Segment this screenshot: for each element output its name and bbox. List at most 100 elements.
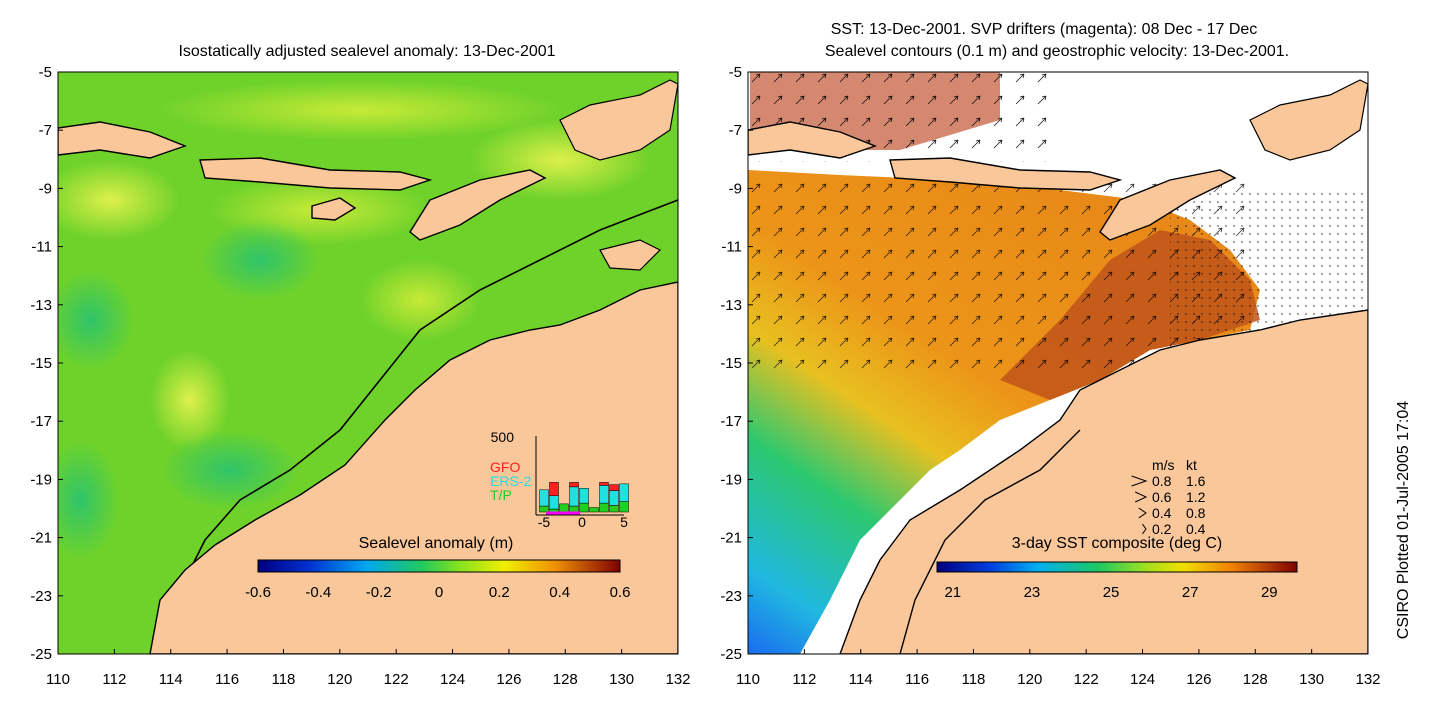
x-tick-label: 120 xyxy=(1017,671,1042,688)
colorbar-tick-label: -0.4 xyxy=(305,584,331,601)
inset-bar-gfo xyxy=(609,484,619,491)
inset-bar-tp xyxy=(599,502,609,513)
lesser-sunda-islands xyxy=(199,157,433,191)
y-tick-label: -17 xyxy=(720,413,742,430)
x-tick-label: 112 xyxy=(792,671,816,688)
colorbar-tick-label: 25 xyxy=(1103,584,1120,601)
inset-bar-tp xyxy=(539,505,549,513)
inset-bar-tp xyxy=(619,501,629,513)
key-ms-value: 0.4 xyxy=(1152,505,1172,521)
x-tick-label: 122 xyxy=(1074,671,1099,688)
inset-bar-gfo xyxy=(569,482,579,488)
inset-bars xyxy=(539,482,629,513)
colorbar-tick-label: 0.4 xyxy=(549,584,570,601)
x-tick-label: 114 xyxy=(849,671,873,688)
colorbar-tick-label: 0 xyxy=(435,584,443,601)
y-tick-label: -15 xyxy=(30,355,52,372)
key-arrow-icon xyxy=(1131,475,1148,487)
key-ms-value: 0.8 xyxy=(1152,473,1172,489)
key-header-kt: kt xyxy=(1186,457,1197,473)
x-tick-label: 124 xyxy=(440,671,465,688)
sealevel-colorbar xyxy=(257,559,621,573)
legend-tp: T/P xyxy=(490,487,512,503)
inset-x-tick: 0 xyxy=(578,514,586,530)
y-tick-label: -19 xyxy=(720,471,742,488)
x-tick-label: 112 xyxy=(102,671,126,688)
y-tick-label: -23 xyxy=(720,588,742,605)
satellite-coverage-inset: 500 -5 0 5 GFO ERS-2 T/P xyxy=(490,429,629,530)
inset-bar-gfo xyxy=(599,482,609,486)
left-panel-title: Isostatically adjusted sealevel anomaly:… xyxy=(178,43,555,60)
x-tick-label: 110 xyxy=(46,671,70,688)
lesser-sunda-right xyxy=(889,157,1123,191)
colorbar-tick-label: 23 xyxy=(1024,584,1041,601)
sst-colorbar xyxy=(936,561,1298,573)
y-tick-label: -17 xyxy=(30,413,52,430)
colorbar-tick-label: 27 xyxy=(1182,584,1199,601)
colorbar-tick-label: 29 xyxy=(1261,584,1278,601)
x-tick-label: 130 xyxy=(609,671,634,688)
colorbar-tick-label: -0.6 xyxy=(245,584,271,601)
y-tick-label: -5 xyxy=(39,64,52,81)
tanimbar-island xyxy=(599,239,662,271)
x-tick-label: 126 xyxy=(1186,671,1211,688)
sealevel-colorbar-ticks: -0.6 -0.4 -0.2 0 0.2 0.4 0.6 xyxy=(245,584,630,601)
x-tick-label: 126 xyxy=(496,671,521,688)
key-kt-value: 1.2 xyxy=(1186,489,1206,505)
key-header-ms: m/s xyxy=(1152,457,1175,473)
left-colorbar-label: Sealevel anomaly (m) xyxy=(359,535,514,552)
sumba-island xyxy=(311,197,357,221)
inset-bar-gfo xyxy=(549,482,559,496)
x-tick-label: 116 xyxy=(905,671,929,688)
inset-bar-tp xyxy=(589,507,599,513)
inset-bar-ers xyxy=(549,495,559,510)
x-tick-label: 124 xyxy=(1130,671,1155,688)
y-tick-label: -25 xyxy=(720,646,742,663)
inset-bar-ers xyxy=(619,483,629,502)
y-tick-label: -13 xyxy=(30,297,52,314)
right-axes: -5 -7 -9 -11 -13 -15 -17 -19 -21 -23 -25 110 112 114 1… xyxy=(720,64,1380,688)
x-tick-label: 114 xyxy=(159,671,183,688)
inset-bar-tp xyxy=(569,505,579,513)
y-tick-label: -13 xyxy=(720,297,742,314)
y-tick-label: -21 xyxy=(30,530,52,547)
inset-bar-tp xyxy=(579,502,589,513)
right-colorbar-label: 3-day SST composite (deg C) xyxy=(1012,535,1222,552)
shelf-contour-right xyxy=(899,429,1081,654)
x-tick-label: 120 xyxy=(327,671,352,688)
key-kt-value: 1.6 xyxy=(1186,473,1206,489)
y-tick-label: -19 xyxy=(30,471,52,488)
inset-x-tick: -5 xyxy=(538,514,551,530)
inset-bar-tp xyxy=(559,503,569,513)
x-tick-label: 132 xyxy=(1355,671,1380,688)
y-tick-label: -9 xyxy=(39,180,52,197)
x-tick-label: 116 xyxy=(215,671,239,688)
inset-bar-ers xyxy=(609,490,619,506)
y-tick-label: -21 xyxy=(720,530,742,547)
inset-bar-ers xyxy=(599,485,609,504)
velocity-key: m/s kt 0.8 1.60.6 1.20.4 0.80.2 0.4 xyxy=(1131,457,1206,537)
legend-ers2: ERS-2 xyxy=(490,473,531,489)
shelf-contour xyxy=(159,199,678,654)
key-ms-value: 0.2 xyxy=(1152,521,1172,537)
x-tick-label: 118 xyxy=(271,671,295,688)
y-tick-label: -15 xyxy=(720,355,742,372)
colorbar-tick-label: 0.6 xyxy=(610,584,631,601)
y-tick-label: -5 xyxy=(729,64,742,81)
inset-bar-ers xyxy=(539,489,549,507)
colorbar-tick-label: 0.2 xyxy=(489,584,510,601)
right-panel-title-1: SST: 13-Dec-2001. SVP drifters (magenta)… xyxy=(831,21,1258,38)
x-tick-label: 122 xyxy=(384,671,409,688)
x-tick-label: 132 xyxy=(665,671,690,688)
legend-gfo: GFO xyxy=(490,459,520,475)
colorbar-tick-label: -0.2 xyxy=(366,584,392,601)
java-island-right xyxy=(748,121,878,159)
x-tick-label: 128 xyxy=(1243,671,1268,688)
northern-islands-right xyxy=(1249,79,1368,161)
inset-bar-ers xyxy=(569,486,579,507)
sst-colorbar-ticks: 21 23 25 27 29 xyxy=(944,584,1277,601)
sst-map xyxy=(748,72,1368,654)
key-arrow-icon xyxy=(1134,491,1148,503)
inset-y-max-label: 500 xyxy=(491,429,515,445)
y-tick-label: -7 xyxy=(729,122,742,139)
